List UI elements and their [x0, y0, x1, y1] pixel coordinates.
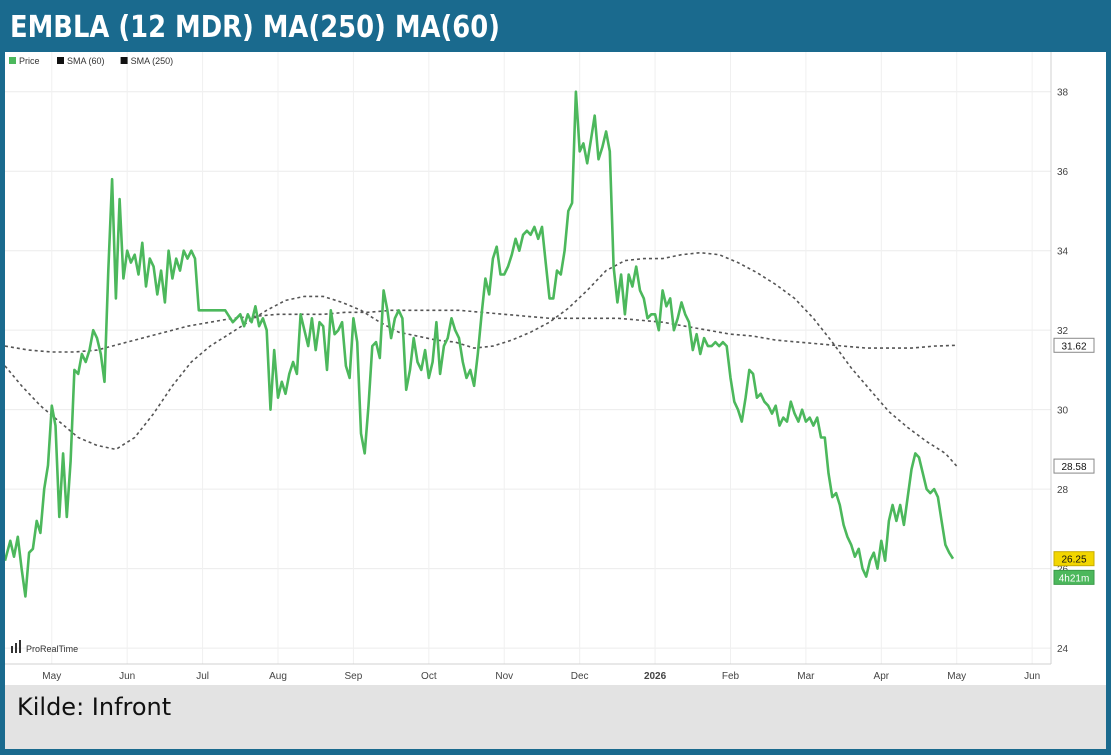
price-line	[5, 90, 955, 598]
value-badge-label: 31.62	[1061, 341, 1086, 352]
value-badge-label: 4h21m	[1059, 573, 1090, 584]
y-tick-label: 36	[1057, 167, 1069, 178]
value-badge-label: 26.25	[1061, 555, 1086, 566]
value-badge-box	[1053, 458, 1095, 474]
x-tick-label: Jun	[1024, 671, 1040, 682]
x-tick-label: Mar	[797, 671, 815, 682]
x-tick-label: Nov	[495, 671, 513, 682]
value-badge-label: 28.58	[1061, 462, 1086, 473]
x-tick-label: Jun	[119, 671, 135, 682]
y-tick-label: 24	[1057, 644, 1069, 655]
legend: Price SMA (60) SMA (250)	[9, 56, 173, 66]
value-badge: 28.58	[1053, 458, 1095, 474]
x-tick-label: 2026	[644, 671, 667, 682]
y-tick-label: 34	[1057, 247, 1069, 258]
y-tick-label: 30	[1057, 406, 1069, 417]
bars-icon	[11, 640, 21, 653]
brand-mark: ProRealTime	[11, 640, 78, 654]
axes: 2426283032343638MayJunJulAugSepOctNovDec…	[5, 52, 1069, 682]
value-badge-box	[1053, 569, 1095, 585]
x-tick-label: Oct	[421, 671, 437, 682]
source-footer: Kilde: Infront	[5, 685, 1106, 749]
y-tick-label: 28	[1057, 485, 1069, 496]
x-tick-label: May	[947, 671, 966, 682]
value-badge: 26.25	[1053, 551, 1095, 567]
value-badge: 31.62	[1053, 337, 1095, 353]
page-title: EMBLA (12 MDR) MA(250) MA(60)	[10, 10, 500, 45]
value-badges: 31.62 28.58 26.25 4h21m	[1053, 337, 1095, 585]
x-tick-label: Apr	[874, 671, 890, 682]
x-tick-label: Jul	[196, 671, 209, 682]
x-tick-label: Aug	[269, 671, 287, 682]
grid	[5, 52, 1051, 664]
x-tick-label: Feb	[722, 671, 740, 682]
legend-swatch	[120, 57, 128, 64]
sma-60-line	[5, 251, 958, 467]
value-badge-box	[1053, 551, 1095, 567]
legend-label: Price	[19, 56, 40, 66]
series	[5, 90, 958, 598]
y-tick-label: 38	[1057, 88, 1069, 99]
price-chart: 2426283032343638MayJunJulAugSepOctNovDec…	[5, 52, 1095, 682]
value-badge-box	[1053, 337, 1095, 353]
legend-label: SMA (250)	[131, 56, 174, 66]
x-tick-label: May	[42, 671, 61, 682]
chart-area: 2426283032343638MayJunJulAugSepOctNovDec…	[5, 52, 1106, 685]
legend-swatch	[57, 57, 64, 64]
value-badge: 4h21m	[1053, 569, 1095, 585]
legend-swatch	[9, 57, 16, 64]
y-tick-label: 32	[1057, 326, 1069, 337]
legend-label: SMA (60)	[67, 56, 105, 66]
brand-label: ProRealTime	[26, 644, 78, 654]
legend-entry: SMA (250)	[120, 56, 174, 66]
legend-entry: Price	[9, 56, 40, 66]
source-label: Kilde: Infront	[17, 693, 172, 721]
x-tick-label: Dec	[571, 671, 589, 682]
x-tick-label: Sep	[345, 671, 363, 682]
legend-entry: SMA (60)	[57, 56, 105, 66]
